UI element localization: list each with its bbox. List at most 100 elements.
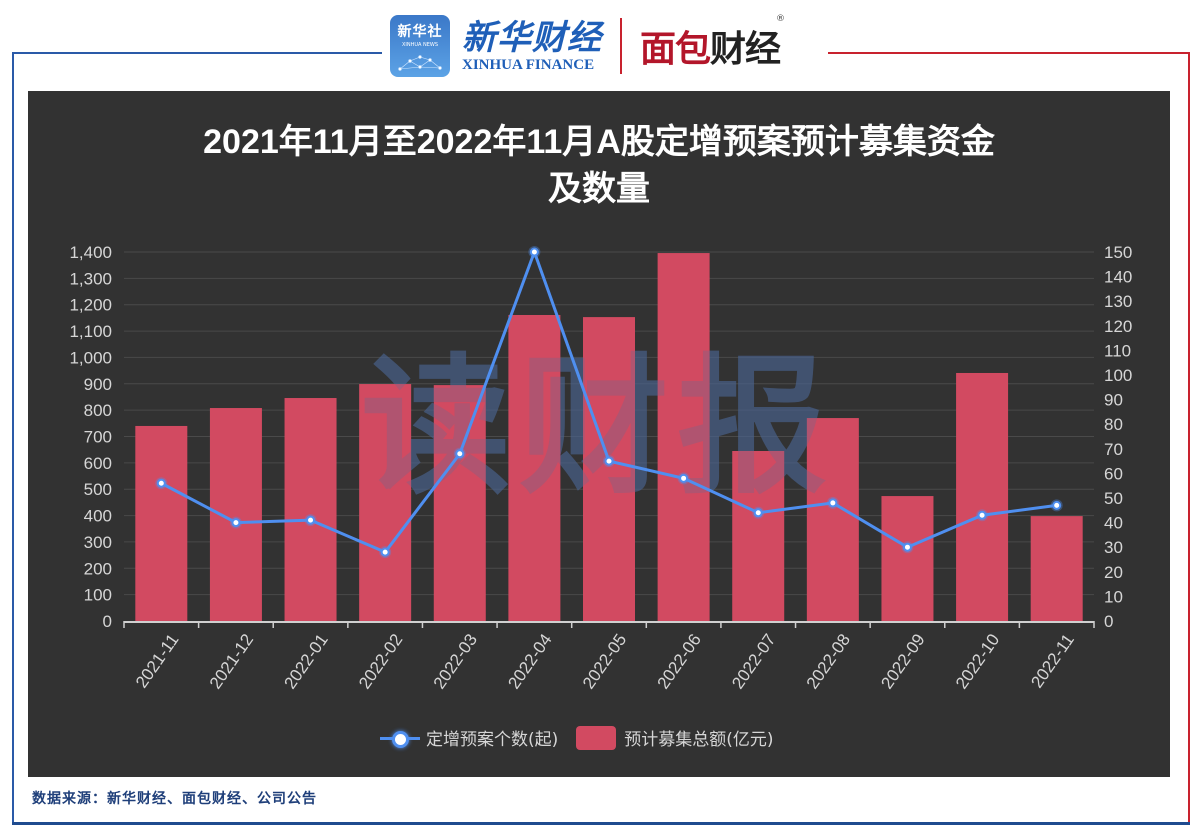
legend-label-count: 定增预案个数(起) <box>426 730 559 750</box>
y-axis-right-tick: 50 <box>1104 489 1123 508</box>
legend-item-amount[interactable]: 预计募集总额(亿元) <box>576 725 774 750</box>
x-axis-tick: 2022-02 <box>355 630 406 692</box>
bar-2022-03[interactable] <box>433 385 486 621</box>
y-axis-left-tick: 1,200 <box>69 296 112 315</box>
network-icon <box>398 55 442 71</box>
y-axis-left-tick: 1,100 <box>69 322 112 341</box>
x-axis-tick: 2022-08 <box>803 630 854 692</box>
x-axis-tick: 2021-12 <box>206 630 257 692</box>
y-axis-right-tick: 150 <box>1104 243 1132 262</box>
line-point-2021-12[interactable] <box>231 518 241 528</box>
frame-border-left <box>12 52 14 823</box>
bar-2022-01[interactable] <box>284 398 337 621</box>
x-axis-tick: 2022-05 <box>579 630 630 692</box>
bar-2022-06[interactable] <box>657 253 710 621</box>
x-axis-tick: 2022-07 <box>728 630 779 692</box>
line-series-icon <box>380 728 420 748</box>
xinhua-news-logo: 新华社 XINHUA NEWS <box>390 15 450 77</box>
xinhua-finance-logo: 新华财经 XINHUA FINANCE <box>462 19 602 73</box>
frame-border-top-right <box>828 52 1190 54</box>
mianbao-finance-logo: 面包财经 ® <box>640 14 785 72</box>
y-axis-right-tick: 70 <box>1104 440 1123 459</box>
y-axis-left-tick: 700 <box>84 428 112 447</box>
bar-2022-05[interactable] <box>583 317 635 621</box>
x-axis-tick: 2022-03 <box>430 630 481 692</box>
line-point-2022-07[interactable] <box>753 508 763 518</box>
xinhua-news-logo-text: 新华社 <box>397 24 443 40</box>
brand-header: 新华社 XINHUA NEWS 新华财经 XINHUA FINANCE 面包财经… <box>390 12 785 80</box>
y-axis-right-tick: 10 <box>1104 587 1123 606</box>
chart-title-line-1: 2021年11月至2022年11月A股定增预案预计募集资金 <box>203 123 995 161</box>
xinhua-finance-logo-text: 新华财经 <box>462 18 602 58</box>
x-axis-tick: 2022-06 <box>654 630 705 692</box>
y-axis-left-tick: 1,300 <box>69 269 112 288</box>
bar-2022-09[interactable] <box>881 496 934 621</box>
registered-mark: ® <box>776 14 785 24</box>
y-axis-left-tick: 200 <box>84 559 112 578</box>
bar-2022-10[interactable] <box>956 372 1009 621</box>
y-axis-left-tick: 400 <box>84 507 112 526</box>
xinhua-finance-logo-subtext: XINHUA FINANCE <box>462 57 595 73</box>
line-point-2022-05[interactable] <box>604 456 614 466</box>
y-axis-right-tick: 60 <box>1104 464 1123 483</box>
y-axis-left-tick: 300 <box>84 533 112 552</box>
y-axis-left-tick: 900 <box>84 375 112 394</box>
bar-2022-07[interactable] <box>732 450 785 621</box>
line-point-2022-09[interactable] <box>902 542 912 552</box>
y-axis-right-tick: 90 <box>1104 391 1123 410</box>
legend-item-count[interactable]: 定增预案个数(起) <box>380 725 558 750</box>
y-axis-right-tick: 100 <box>1104 366 1132 385</box>
y-axis-left-tick: 100 <box>84 586 112 605</box>
y-axis-right-tick: 130 <box>1104 292 1132 311</box>
line-point-2022-08[interactable] <box>828 498 838 508</box>
bar-2022-08[interactable] <box>806 418 859 621</box>
chart-legend: 定增预案个数(起) 预计募集总额(亿元) <box>380 725 792 750</box>
y-axis-left-tick: 800 <box>84 401 112 420</box>
y-axis-right-tick: 30 <box>1104 538 1123 557</box>
legend-label-amount: 预计募集总额(亿元) <box>624 730 774 750</box>
line-point-2021-11[interactable] <box>156 478 166 488</box>
logo-divider <box>620 18 622 74</box>
y-axis-left-tick: 600 <box>84 454 112 473</box>
y-axis-left-tick: 500 <box>84 480 112 499</box>
bar-2021-11[interactable] <box>135 425 188 621</box>
y-axis-left-tick: 1,400 <box>69 243 112 262</box>
bar-series-icon <box>576 725 617 750</box>
x-axis-tick: 2021-11 <box>132 630 183 691</box>
chart-title-line-2: 及数量 <box>548 170 650 208</box>
mianbao-logo-text-red: 面包 <box>640 29 711 70</box>
line-point-2022-01[interactable] <box>306 515 316 525</box>
line-point-2022-10[interactable] <box>977 510 987 520</box>
x-axis-tick: 2022-11 <box>1027 630 1078 691</box>
line-point-2022-06[interactable] <box>679 473 689 483</box>
x-axis-tick: 2022-04 <box>504 630 555 692</box>
line-point-2022-11[interactable] <box>1052 500 1062 510</box>
bar-2022-11[interactable] <box>1030 516 1083 621</box>
y-axis-right-tick: 80 <box>1104 415 1123 434</box>
combo-chart-plot: 01002003004005006007008009001,0001,1001,… <box>69 243 1132 692</box>
x-axis-tick: 2022-09 <box>877 630 928 692</box>
chart-title: 2021年11月至2022年11月A股定增预案预计募集资金 及数量 <box>28 119 1170 213</box>
line-point-2022-02[interactable] <box>380 547 390 557</box>
xinhua-news-logo-subtext: XINHUA NEWS <box>401 42 439 48</box>
y-axis-left-tick: 0 <box>103 612 112 631</box>
frame-border-bottom <box>12 822 1190 825</box>
line-point-2022-04[interactable] <box>529 247 539 257</box>
y-axis-left-tick: 1,000 <box>69 348 112 367</box>
y-axis-right-tick: 140 <box>1104 268 1132 287</box>
frame-border-right <box>1188 52 1190 825</box>
x-axis-tick: 2022-01 <box>280 630 331 692</box>
watermark-overlay: 读财报 <box>361 341 835 515</box>
y-axis-right-tick: 110 <box>1104 341 1131 360</box>
y-axis-right-tick: 40 <box>1104 514 1123 533</box>
bar-2022-02[interactable] <box>359 384 412 621</box>
y-axis-right-tick: 0 <box>1104 612 1113 631</box>
data-source-note: 数据来源：新华财经、面包财经、公司公告 <box>32 791 317 807</box>
frame-border-top-left <box>12 52 382 54</box>
line-point-2022-03[interactable] <box>455 449 465 459</box>
x-axis-tick: 2022-10 <box>952 630 1003 692</box>
chart-panel: 2021年11月至2022年11月A股定增预案预计募集资金 及数量 0 100 20… <box>28 91 1170 777</box>
y-axis-right-tick: 20 <box>1104 563 1123 582</box>
bar-2022-04[interactable] <box>508 314 561 621</box>
mianbao-logo-text-dark: 财经 <box>710 29 781 70</box>
